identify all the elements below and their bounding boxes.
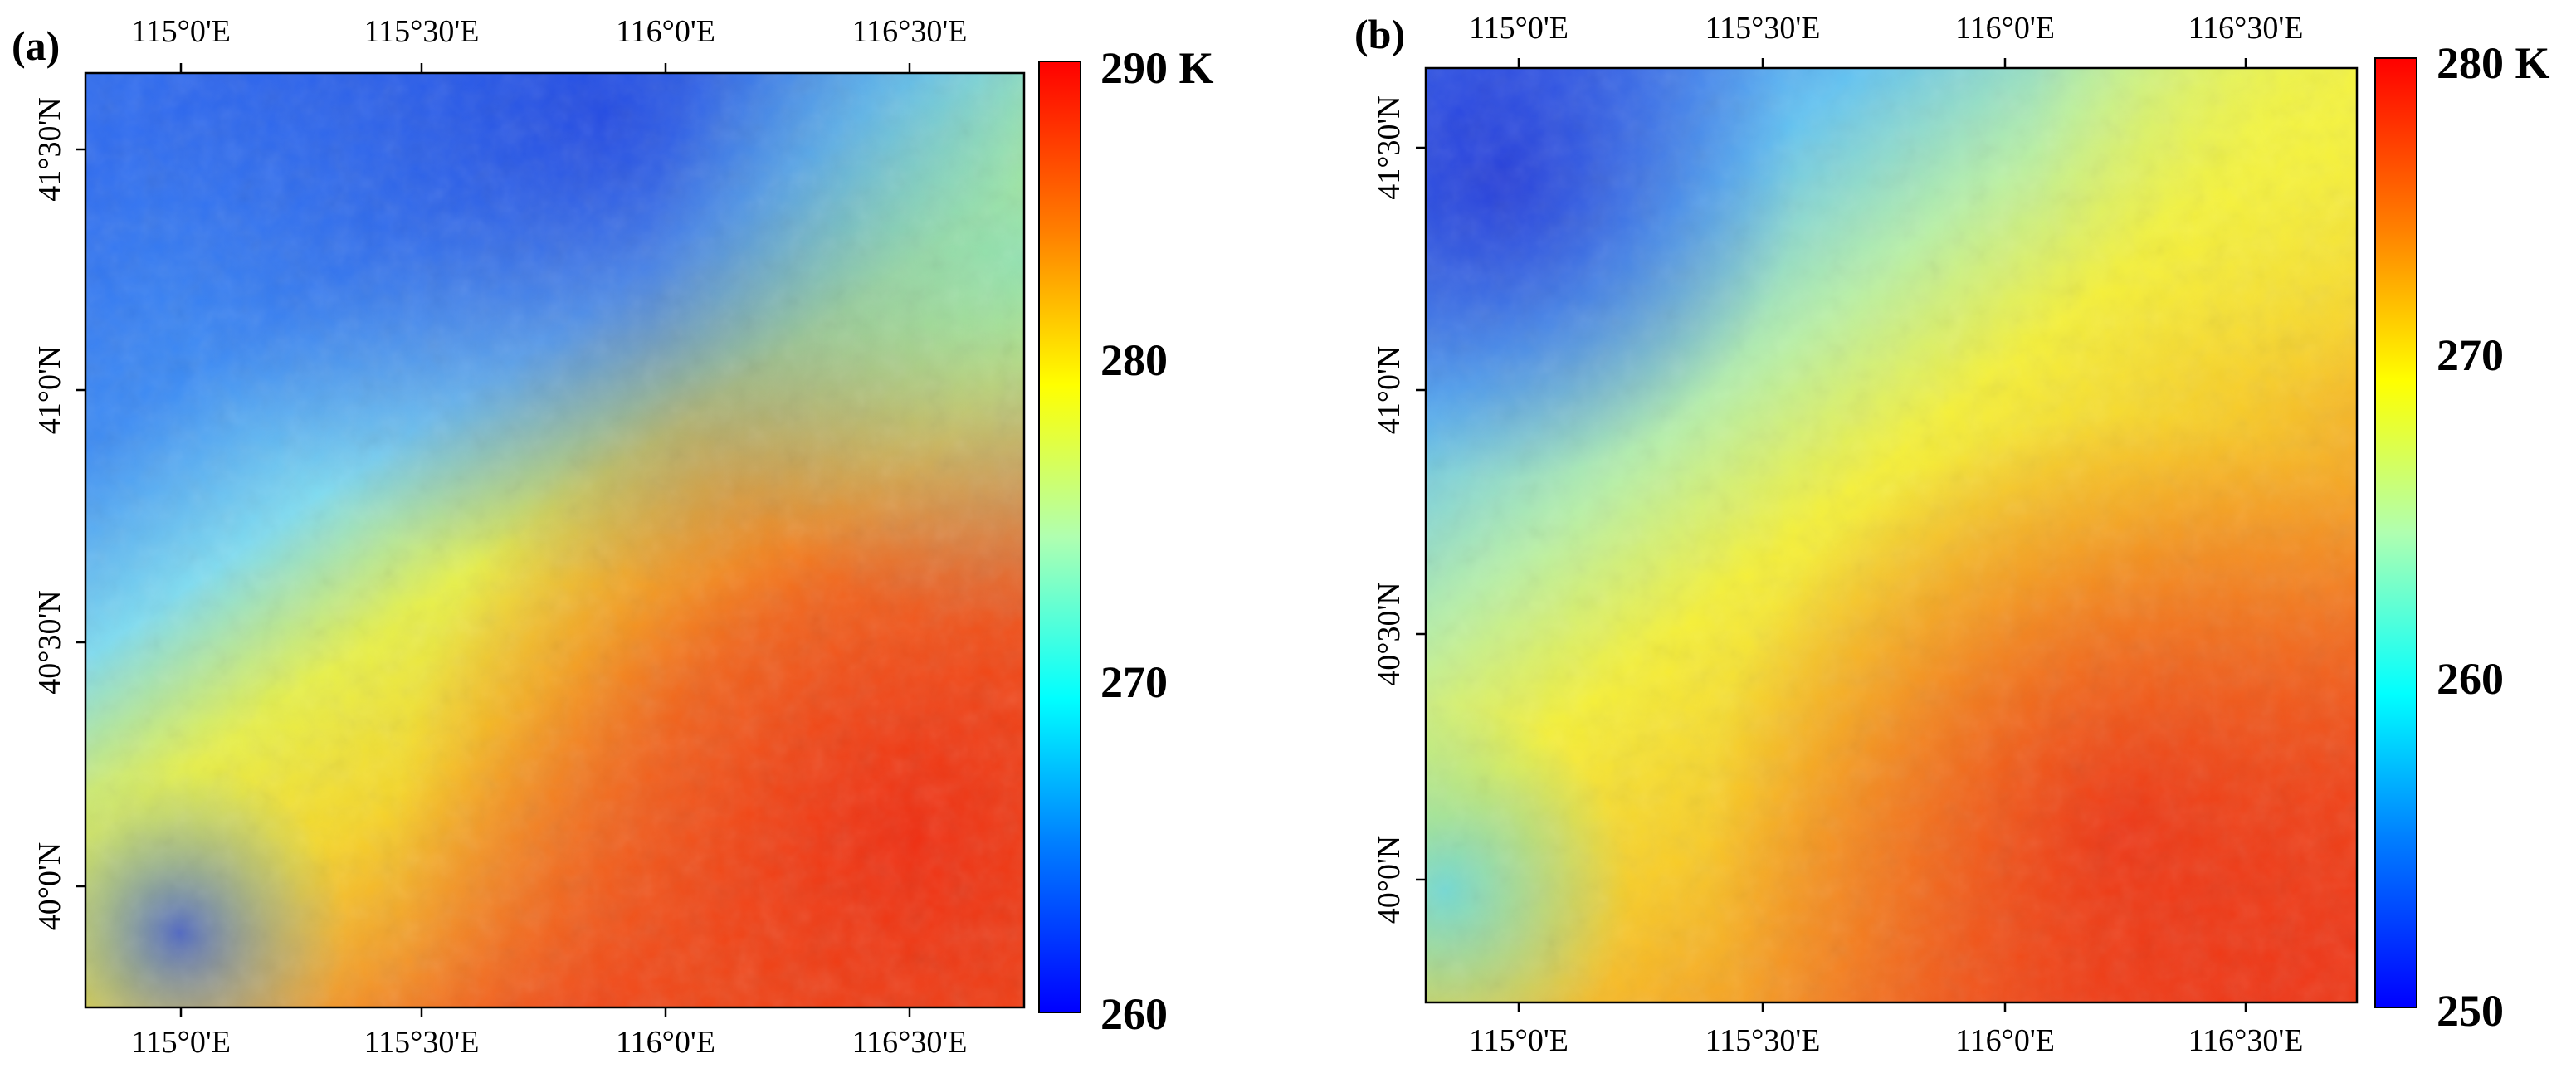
panel-a-top-tick-label: 115°30'E bbox=[364, 14, 480, 49]
panel-b-top-ticks bbox=[1517, 58, 2247, 68]
panel-a-top-tick-label: 116°0'E bbox=[616, 14, 715, 49]
panel-a-colorbar-min-label: 260 bbox=[1100, 989, 1168, 1039]
panel-b: (b) 115°0'E 115°30'E 116°0'E 116°30'E bbox=[1354, 11, 2550, 1058]
panel-a-top-ticks bbox=[179, 63, 911, 73]
panel-b-bottom-tick-label: 115°0'E bbox=[1469, 1023, 1569, 1058]
panel-b-left-tick-label: 41°30'N bbox=[1372, 95, 1407, 200]
panel-b-colorbar: 280 K 270 260 250 bbox=[2374, 38, 2550, 1036]
panel-a-bottom-tick-label: 116°30'E bbox=[852, 1025, 968, 1060]
panel-a-left-tick-label: 41°30'N bbox=[32, 97, 67, 202]
panel-b-bottom-ticks bbox=[1517, 1002, 2247, 1012]
panel-b-bottom-tick-label: 115°30'E bbox=[1705, 1023, 1821, 1058]
panel-a-top-tick-label: 115°0'E bbox=[131, 14, 231, 49]
panel-b-colorbar-tick-label: 260 bbox=[2437, 654, 2504, 704]
panel-a-map bbox=[84, 71, 1026, 1009]
panel-a-left-tick-label: 40°0'N bbox=[32, 842, 67, 931]
panel-a-bottom-tick-label: 115°0'E bbox=[131, 1025, 231, 1060]
panel-a-colorbar-tick-label: 280 bbox=[1100, 335, 1168, 385]
panel-b-top-tick-label: 116°0'E bbox=[1955, 11, 2055, 46]
panel-b-frame bbox=[1424, 66, 2359, 1004]
panel-b-left-ticks bbox=[1416, 146, 1426, 881]
panel-a: (a) 115°0'E 115°30'E 116°0'E 116°30'E bbox=[12, 14, 1214, 1060]
panel-b-top-tick-label: 115°30'E bbox=[1705, 11, 1821, 46]
panel-b-top-tick-label: 115°0'E bbox=[1469, 11, 1569, 46]
panel-a-left-tick-label: 41°0'N bbox=[32, 346, 67, 435]
panel-b-left-tick-label: 40°0'N bbox=[1372, 836, 1407, 924]
panel-b-left-tick-label: 41°0'N bbox=[1372, 346, 1407, 435]
panel-a-colorbar-tick-label: 270 bbox=[1100, 657, 1168, 707]
panel-b-label: (b) bbox=[1354, 11, 1405, 57]
panel-b-map bbox=[1424, 66, 2359, 1004]
panel-b-left-tick-label: 40°30'N bbox=[1372, 582, 1407, 686]
panel-a-colorbar: 290 K 280 270 260 bbox=[1038, 43, 1214, 1039]
panel-b-bottom-tick-label: 116°0'E bbox=[1955, 1023, 2055, 1058]
panel-a-frame bbox=[84, 71, 1026, 1009]
panel-b-top-tick-label: 116°30'E bbox=[2188, 11, 2304, 46]
panel-a-left-tick-label: 40°30'N bbox=[32, 590, 67, 695]
panel-a-bottom-tick-label: 116°0'E bbox=[616, 1025, 715, 1060]
panel-a-colorbar-max-label: 290 K bbox=[1100, 43, 1214, 93]
panel-a-label: (a) bbox=[12, 22, 60, 69]
panel-a-left-ticks bbox=[76, 148, 85, 888]
panel-b-colorbar-min-label: 250 bbox=[2437, 986, 2504, 1036]
panel-a-bottom-tick-label: 115°30'E bbox=[364, 1025, 480, 1060]
panel-b-colorbar-tick-label: 270 bbox=[2437, 330, 2504, 380]
panel-b-bottom-tick-label: 116°30'E bbox=[2188, 1023, 2304, 1058]
panel-b-colorbar-max-label: 280 K bbox=[2437, 38, 2550, 88]
panel-a-bottom-ticks bbox=[179, 1007, 911, 1017]
panel-a-top-tick-label: 116°30'E bbox=[852, 14, 968, 49]
